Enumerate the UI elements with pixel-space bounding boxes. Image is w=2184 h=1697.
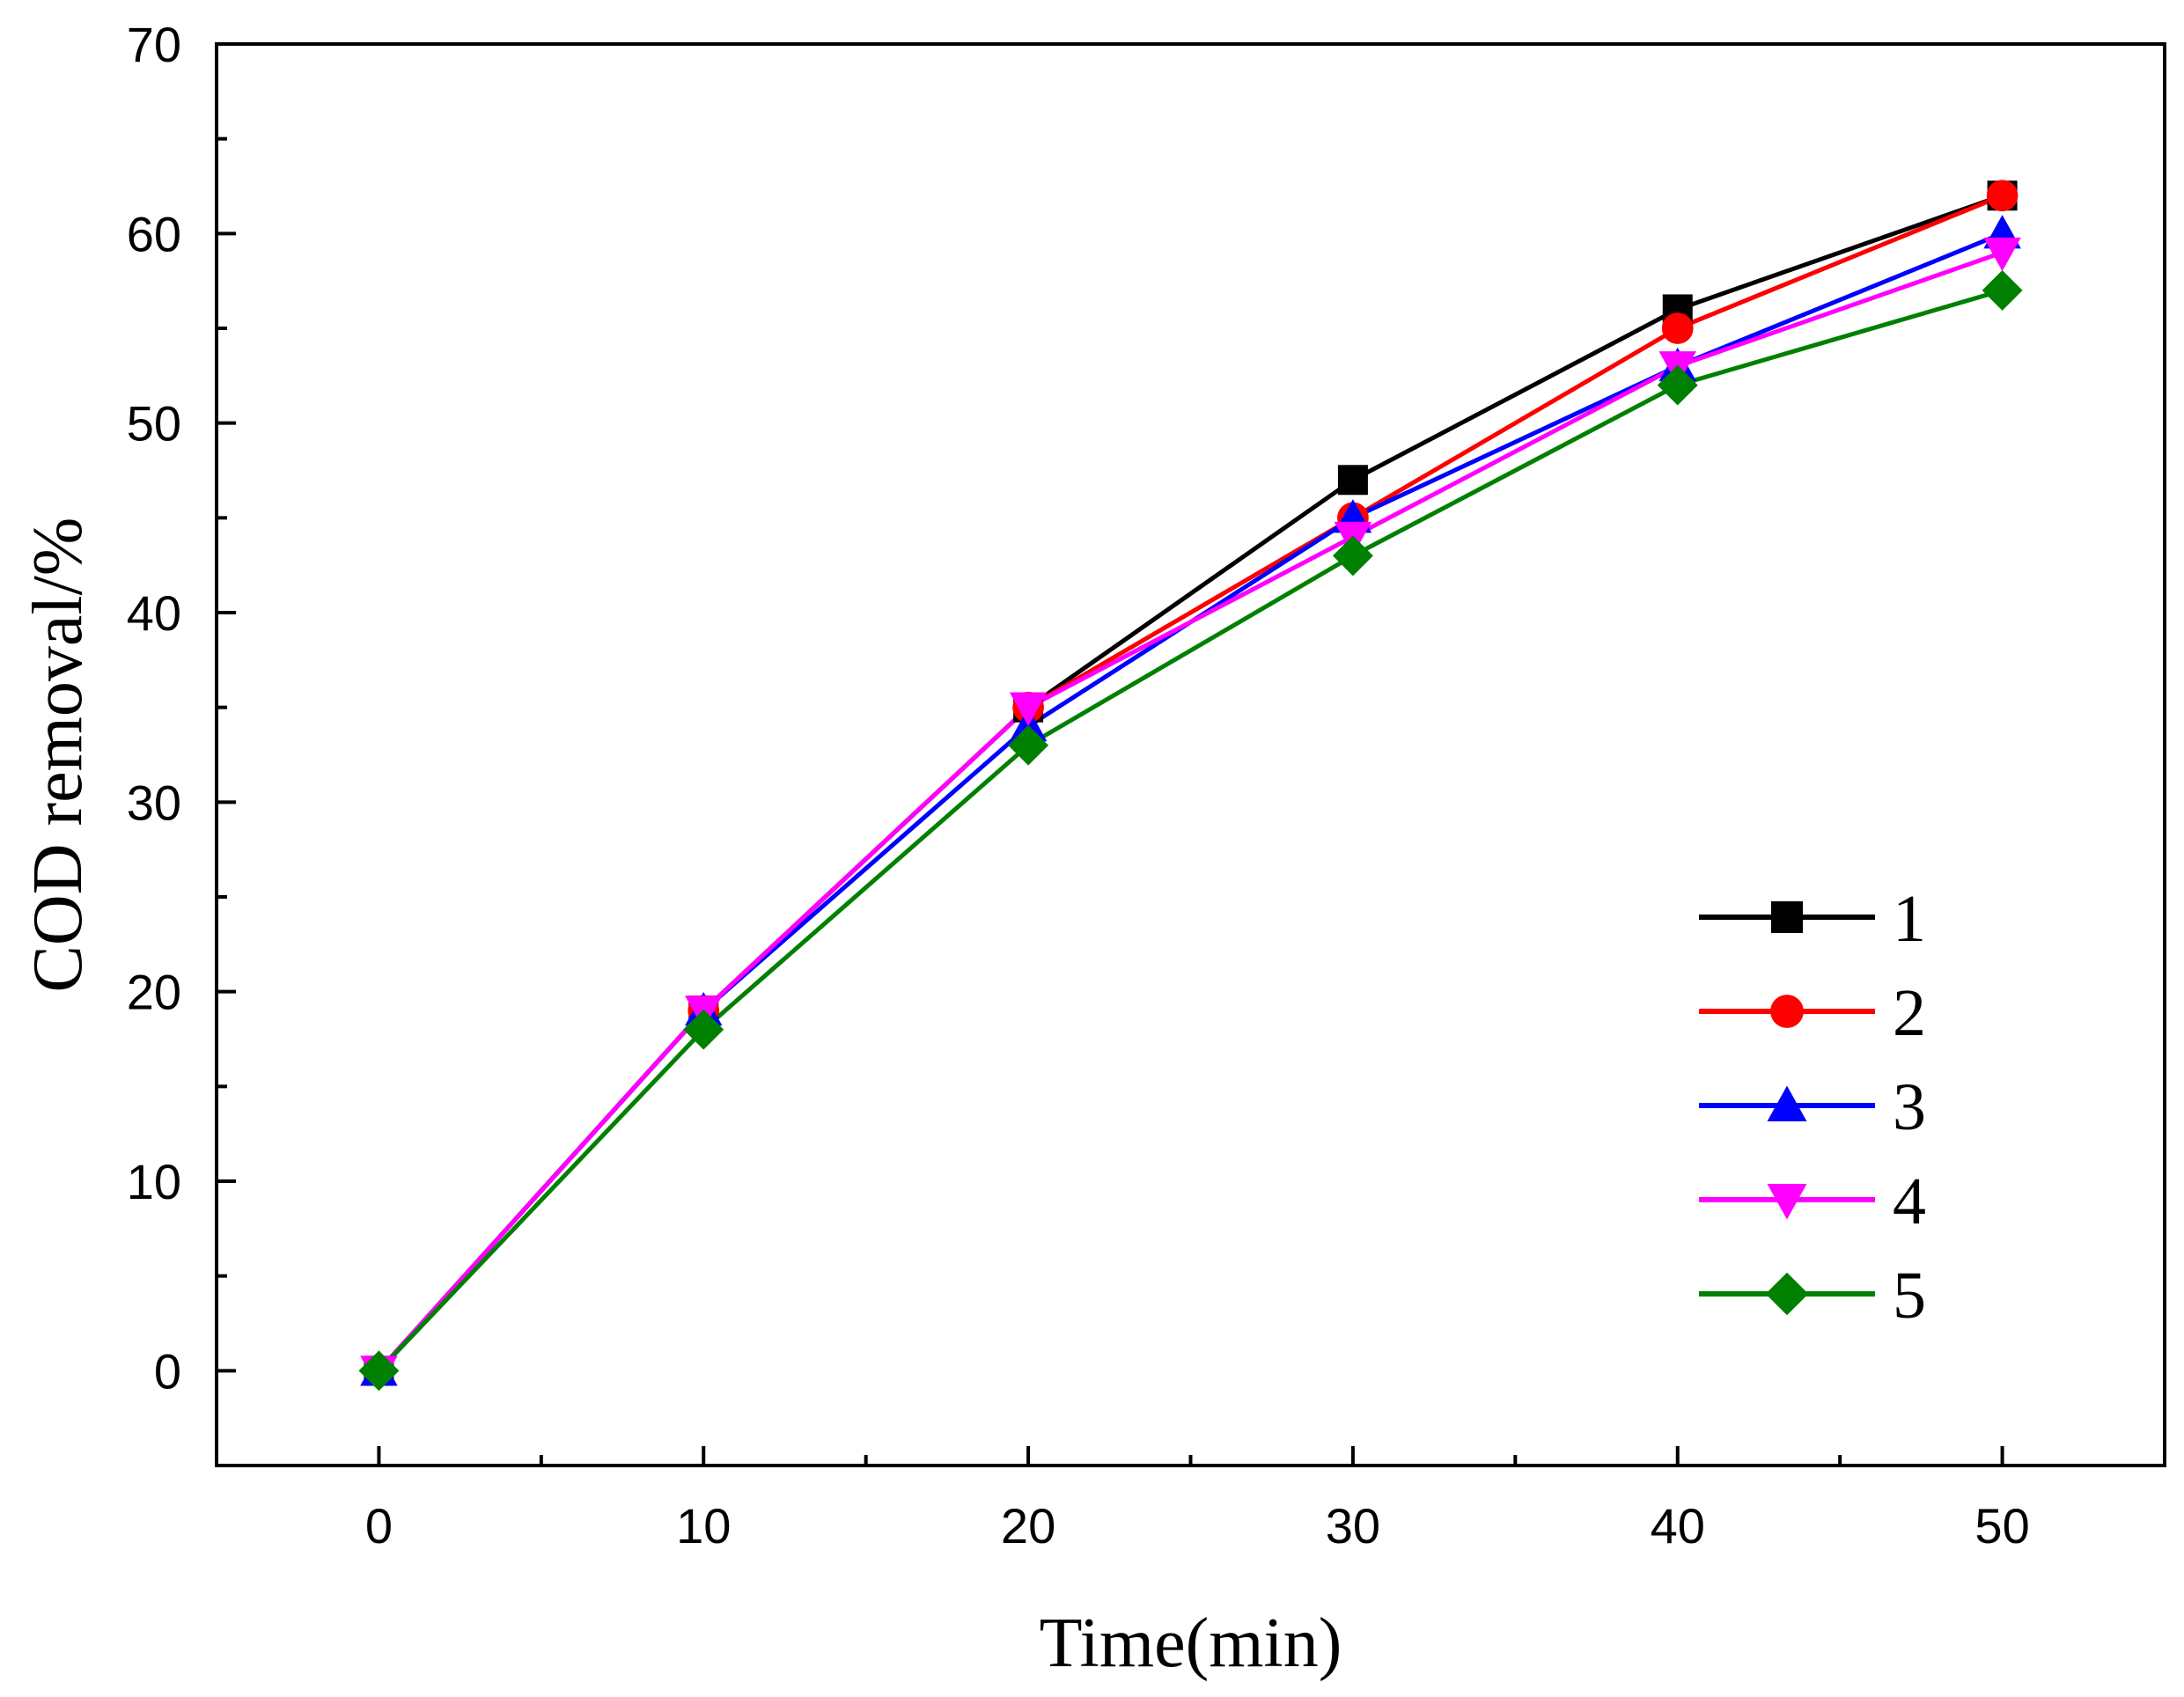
- y-tick-label: 10: [127, 1154, 181, 1209]
- plot-marks: [358, 180, 2023, 1392]
- legend-5-marker: [1765, 1272, 1809, 1316]
- y-tick-label: 40: [127, 585, 181, 641]
- series-4-point: [1009, 692, 1048, 726]
- x-tick-label: 0: [365, 1498, 393, 1554]
- series-2-point: [1986, 180, 2019, 212]
- x-tick-label: 10: [676, 1498, 731, 1554]
- x-tick-label: 30: [1326, 1498, 1380, 1554]
- series-1-point: [1337, 465, 1368, 496]
- y-tick-label: 30: [127, 775, 181, 830]
- legend-1-label: 1: [1893, 882, 1926, 956]
- legend-3-label: 3: [1893, 1070, 1926, 1144]
- legend: 1 2 3 4 5: [1699, 882, 1926, 1333]
- series-2-point: [1661, 312, 1694, 344]
- x-tick-label: 20: [1001, 1498, 1055, 1554]
- legend-4-marker: [1767, 1184, 1807, 1220]
- legend-2-label: 2: [1893, 976, 1926, 1050]
- legend-3-marker: [1767, 1085, 1807, 1121]
- x-tick-label: 40: [1651, 1498, 1705, 1554]
- series-5-line: [377, 288, 2004, 1373]
- series-4-line: [377, 250, 2004, 1373]
- x-tick-label: 50: [1974, 1498, 2029, 1554]
- legend-2-marker: [1770, 995, 1804, 1028]
- series-5-point: [1332, 535, 1373, 577]
- legend-5-label: 5: [1893, 1259, 1926, 1333]
- y-tick-label: 60: [127, 206, 181, 261]
- series-5-point: [358, 1350, 400, 1392]
- y-tick-label: 0: [154, 1343, 181, 1399]
- legend-1-marker: [1771, 901, 1803, 933]
- series-5-point: [1008, 724, 1049, 766]
- y-tick-label: 70: [127, 17, 181, 72]
- series-5-point: [1982, 269, 2023, 311]
- y-tick-label: 20: [127, 965, 181, 1020]
- legend-4-label: 4: [1893, 1164, 1926, 1238]
- y-axis-title: COD removal/%: [19, 518, 97, 993]
- axes: 0 10 20 30 40 50 0 10 20 30 40 50 60 70: [127, 17, 2166, 1554]
- series-4-point: [1983, 237, 2021, 272]
- y-tick-label: 50: [127, 396, 181, 452]
- series-5-point: [1657, 364, 1698, 406]
- series-5-point: [683, 1009, 724, 1050]
- x-axis-title: Time(min): [1040, 1605, 1342, 1682]
